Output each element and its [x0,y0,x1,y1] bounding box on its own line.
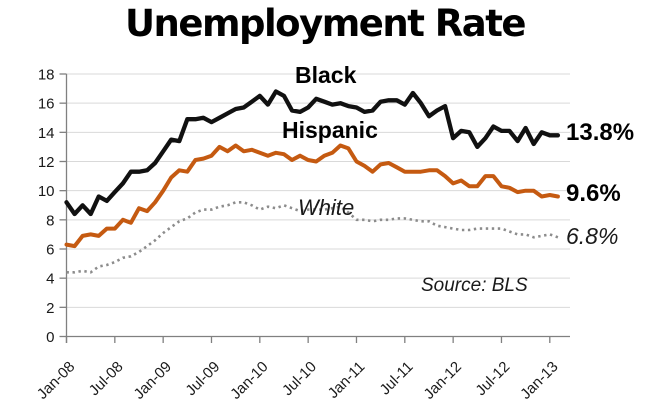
end-value-hispanic: 9.6% [566,180,621,207]
x-tick-label: Jul-10 [279,358,320,399]
x-tick-label: Jan-10 [227,358,271,402]
source-note: Source: BLS [421,275,528,296]
white-series-line [66,201,559,274]
x-tick-label: Jan-13 [517,358,561,402]
x-tick-label: Jul-12 [472,358,513,399]
chart-title: Unemployment Rate [124,2,527,45]
y-tick-label: 14 [38,125,55,142]
x-tick-label: Jan-11 [325,358,369,402]
y-tick-label: 12 [38,154,55,171]
series-label-white: White [298,195,355,220]
x-tick-label: Jan-09 [131,358,175,402]
x-tick-label: Jul-08 [86,358,127,399]
x-tick-label: Jul-09 [182,358,223,399]
series-label-black: Black [295,62,357,88]
y-tick-label: 10 [38,183,55,200]
series-label-hispanic: Hispanic [282,117,378,143]
x-tick-label: Jul-11 [377,358,417,398]
y-tick-label: 6 [46,242,54,259]
black-series-line [64,89,561,217]
end-value-black: 13.8% [566,119,635,146]
y-tick-label: 8 [46,212,54,229]
x-tick-label: Jan-08 [34,358,78,402]
y-tick-label: 4 [46,271,54,288]
y-tick-label: 16 [38,96,55,113]
y-tick-label: 18 [38,67,55,84]
y-tick-label: 0 [46,329,54,346]
hispanic-series-line [64,143,560,249]
x-tick-label: Jan-12 [421,358,465,402]
end-value-white: 6.8% [566,223,619,249]
y-tick-label: 2 [46,300,54,317]
